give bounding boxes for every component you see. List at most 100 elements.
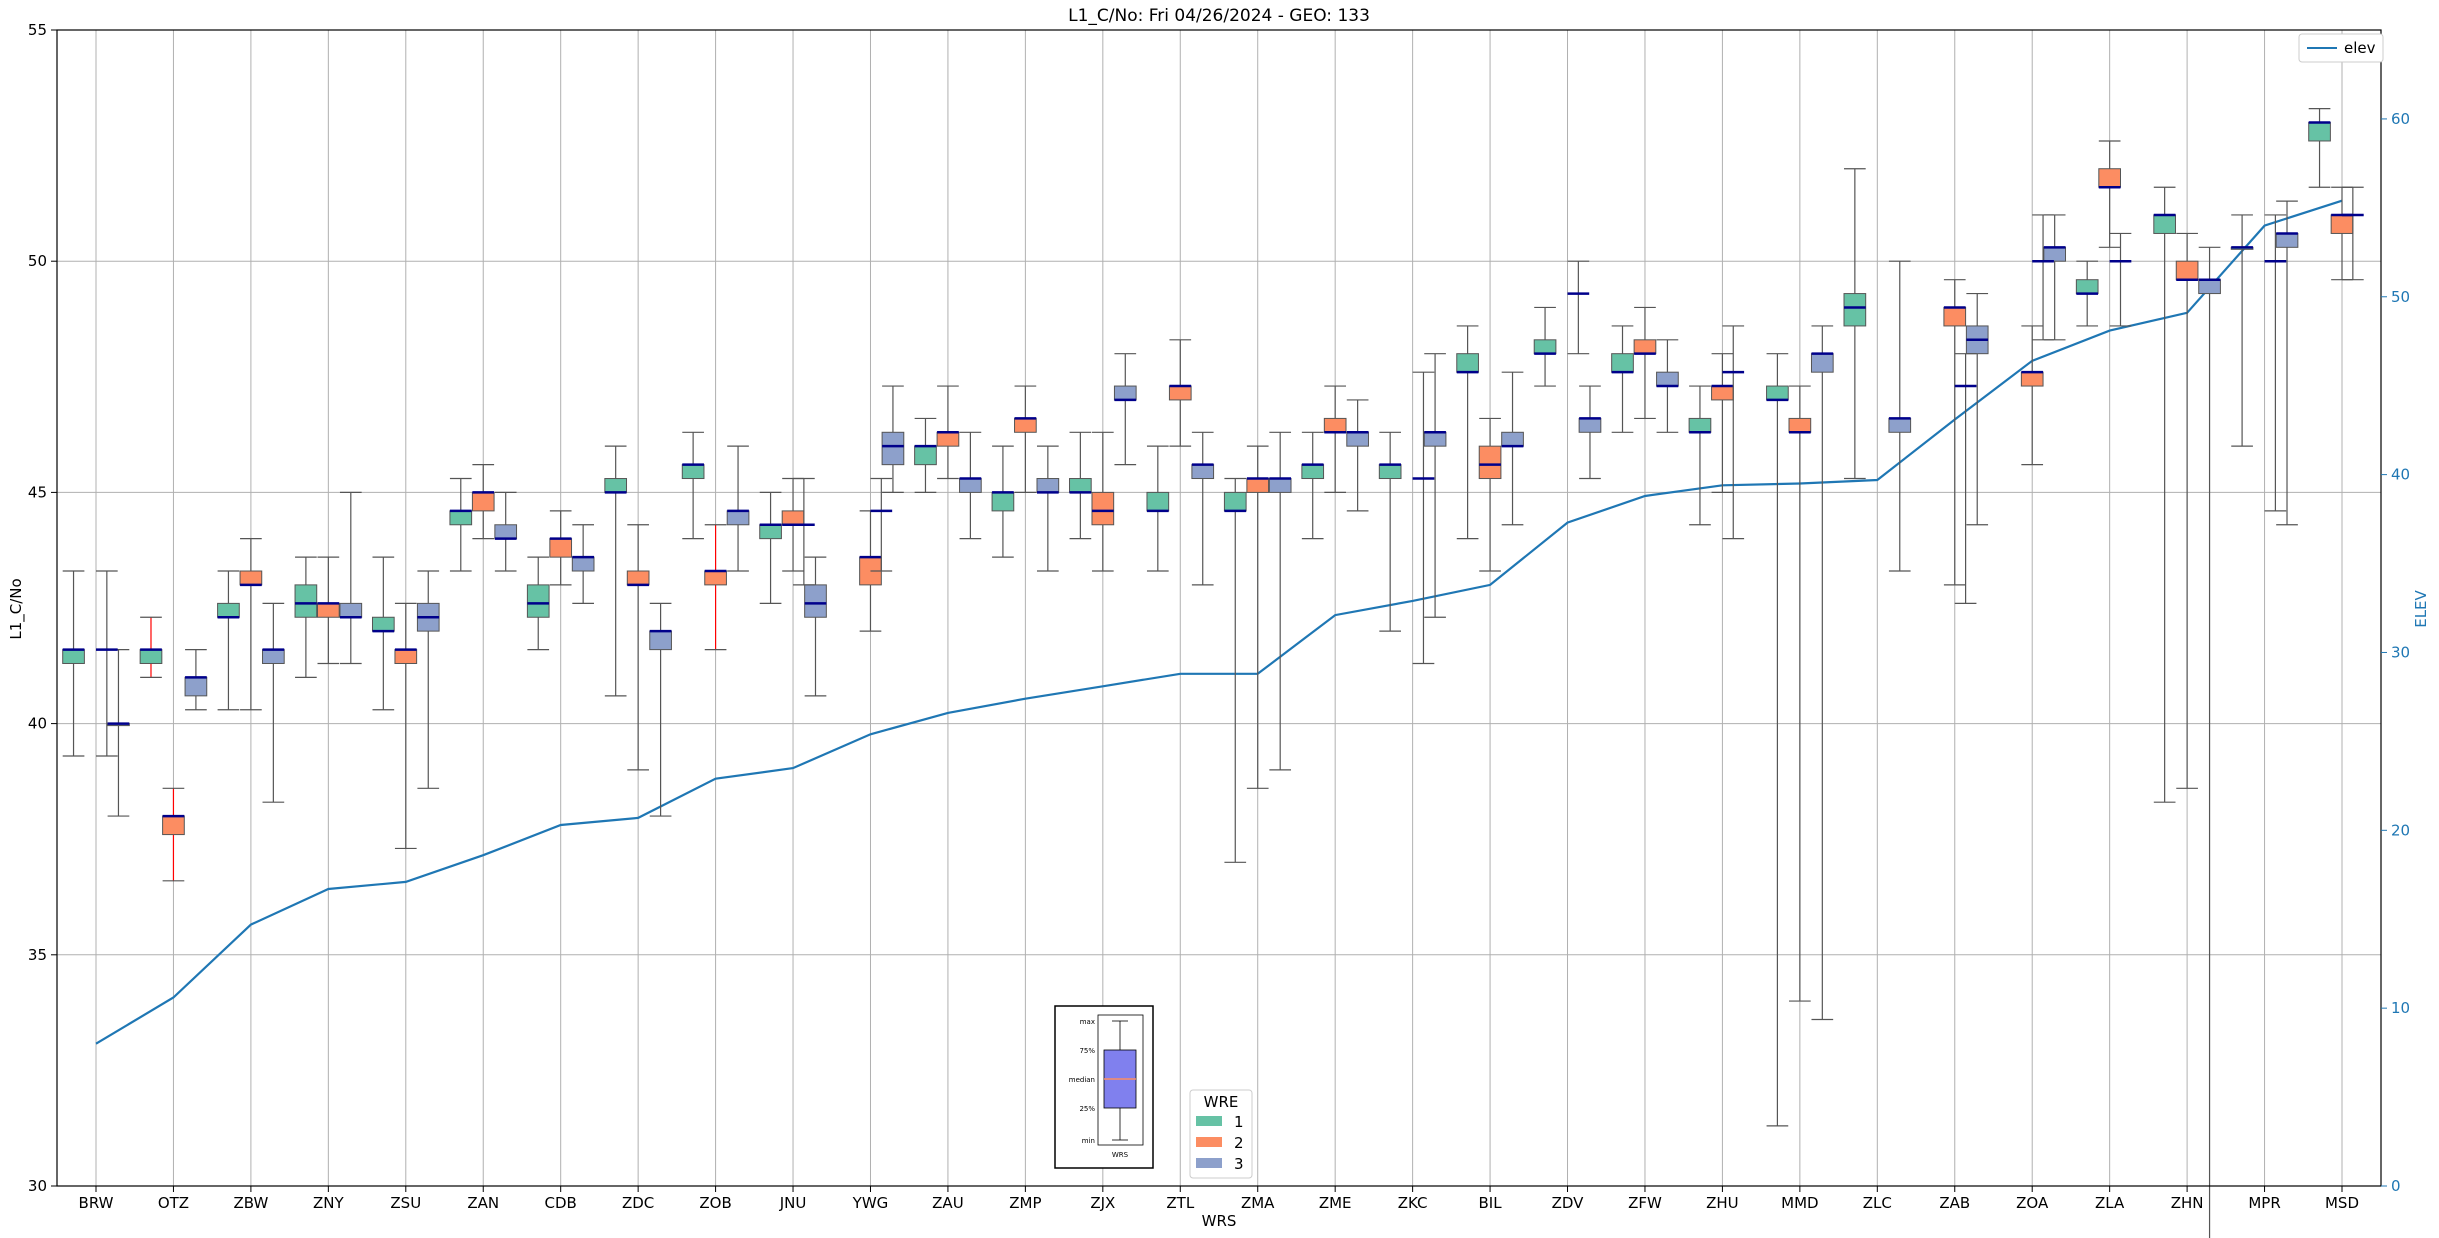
box-wre-2 [626,570,650,586]
x-axis-label: WRS [1202,1212,1237,1230]
box-wre-3 [959,478,982,493]
box-wre-1 [449,510,473,526]
x-tick-label: ZAN [467,1194,499,1212]
box-wre-2 [1478,445,1502,480]
y2-tick-label: 50 [2391,288,2410,306]
box-wre-2 [1246,478,1270,493]
box-wre-1 [759,524,782,540]
box-wre-3 [1113,385,1137,401]
x-tick-label: BRW [79,1194,114,1212]
y-axis-label: L1_C/No [7,578,26,639]
box-wre-1 [681,464,705,480]
box-wre-1 [991,491,1015,512]
y2-tick-label: 40 [2391,466,2410,484]
box-wre-3 [1191,464,1215,480]
box-wre-3 [1036,478,1060,493]
box-wre-3 [1501,431,1524,447]
x-tick-label: MPR [2248,1194,2280,1212]
x-tick-label: ZNY [313,1194,344,1212]
box-wre-1 [2153,214,2176,234]
wre-legend-swatch-3 [1196,1158,1222,1168]
box-wre-1 [1688,417,1712,433]
box-wre-2 [2098,168,2121,188]
x-tick-label: ZAB [1939,1194,1970,1212]
box-wre-2 [1943,306,1967,327]
box-wre-3 [1423,431,1447,447]
y-tick-label: 50 [28,252,47,270]
box-wre-2 [2020,371,2044,387]
x-tick-label: ZBW [233,1194,268,1212]
box-wre-2 [394,649,418,664]
x-tick-label: ZDC [622,1194,654,1212]
elev-line [95,199,2343,1045]
box-wre-2 [1788,417,1812,433]
y2-tick-label: 30 [2391,643,2410,661]
box-wre-1 [604,478,628,493]
elev-legend-label: elev [2344,39,2376,57]
box-wre-1 [1843,293,1867,327]
box-wre-1 [2075,279,2099,295]
inset-label-75: 75% [1079,1047,1095,1055]
x-tick-label: ZJX [1090,1194,1115,1212]
box-wre-2 [1633,339,1657,355]
wre-legend-title: WRE [1204,1093,1239,1111]
y-tick-label: 40 [28,715,47,733]
x-tick-label: MSD [2325,1194,2359,1212]
x-tick-label: CDB [545,1194,577,1212]
box-wre-1 [1766,385,1789,401]
box-wre-2 [471,491,495,512]
box-wre-1 [1533,339,1557,355]
box-wre-3 [649,630,672,651]
box-wre-2 [1091,491,1115,526]
x-tick-label: ZMA [1241,1194,1275,1212]
x-tick-label: ZLC [1863,1194,1892,1212]
x-tick-label: ZSU [390,1194,421,1212]
x-tick-label: MMD [1781,1194,1818,1212]
box-wre-2 [162,815,185,836]
inset-label-25: 25% [1079,1105,1095,1113]
wre-legend-label-1: 1 [1234,1113,1244,1131]
box-wre-3 [1656,371,1679,387]
x-tick-label: ZDV [1552,1194,1585,1212]
box-wre-3 [262,649,285,664]
box-wre-2 [1014,417,1037,433]
inset-xlabel: WRS [1112,1151,1129,1159]
box-wre-3 [571,556,595,572]
box-wre-3 [1888,417,1912,433]
box-wre-3 [1346,431,1369,447]
box-wre-1 [914,445,937,466]
box-wre-3 [2043,246,2067,262]
boxplot-inset: max 75% median 25% min WRS [1054,1005,1154,1169]
box-wre-2 [549,538,573,558]
y-tick-label: 35 [28,946,47,964]
x-tick-label: ZLA [2095,1194,2125,1212]
box-wre-2 [781,510,805,526]
y2-tick-label: 0 [2391,1177,2401,1195]
x-tick-label: ZHN [2171,1194,2204,1212]
y2-axis-label: ELEV [2412,589,2430,627]
elev-legend: elev [2298,33,2384,63]
box-wre-1 [1456,353,1479,373]
inset-label-min: min [1082,1137,1095,1145]
inset-label-median: median [1069,1076,1095,1084]
box-wre-1 [2308,121,2331,142]
x-tick-label: ZKC [1398,1194,1428,1212]
box-wre-2 [2175,260,2199,281]
wre-legend-label-2: 2 [1234,1134,1244,1152]
y-tick-label: 45 [28,483,47,501]
y-tick-label: 30 [28,1177,47,1195]
box-wre-3 [494,524,518,540]
x-tick-label: BIL [1479,1194,1503,1212]
elev-series-line [95,199,2343,1045]
y2-tick-label: 20 [2391,821,2410,839]
wre-legend-swatch-2 [1196,1137,1222,1147]
wre-legend: WRE 1 2 3 [1189,1089,1253,1179]
box-wre-3 [2198,279,2221,295]
x-tick-label: OTZ [158,1194,189,1212]
x-tick-label: ZME [1319,1194,1352,1212]
box-wre-3 [339,602,363,618]
box-wre-1 [1223,491,1247,512]
axes: BRW OTZ ZBW ZNY ZSU ZAN CDB ZDC ZOB JNU YWG ZAU ZMP Z… [28,21,2410,1212]
box-wre-1 [526,584,550,618]
